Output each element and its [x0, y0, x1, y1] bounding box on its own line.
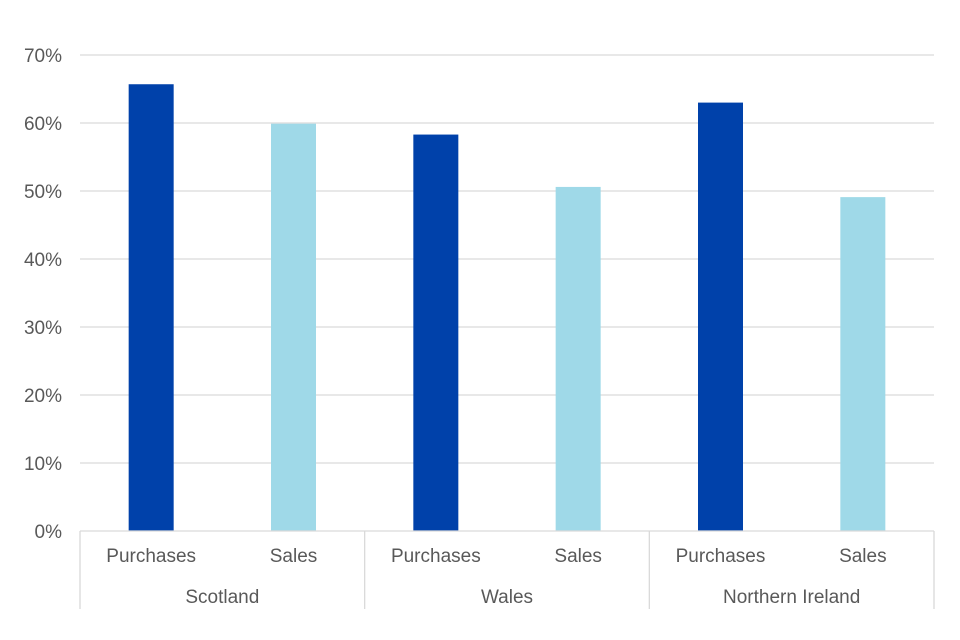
y-tick-label: 20%: [24, 386, 62, 407]
y-tick-label: 60%: [24, 114, 62, 135]
y-axis-ticks: 0% 10% 20% 30% 40% 50% 60% 70%: [24, 46, 62, 543]
bar-purchases: [698, 102, 743, 531]
bar-sales: [271, 123, 316, 532]
y-tick-label: 40%: [24, 250, 62, 271]
x-tick-label: Sales: [839, 546, 887, 567]
x-axis: [79, 530, 935, 609]
y-tick-label: 50%: [24, 182, 62, 203]
x-tick-label: Sales: [270, 546, 318, 567]
group-label: Wales: [481, 587, 533, 608]
bar-sales: [840, 197, 886, 531]
x-tick-label: Purchases: [676, 546, 766, 567]
group-label: Northern Ireland: [723, 587, 860, 608]
x-axis-labels: Purchases Sales Scotland Purchases Sales Wale…: [106, 546, 886, 608]
group-label: Scotland: [185, 587, 259, 608]
x-tick-label: Purchases: [391, 546, 481, 567]
y-tick-label: 70%: [24, 46, 62, 67]
y-tick-label: 10%: [24, 454, 62, 475]
bar-purchases: [413, 134, 459, 531]
bar-sales: [555, 186, 601, 532]
x-tick-label: Sales: [554, 546, 602, 567]
x-tick-label: Purchases: [106, 546, 196, 567]
y-tick-label: 30%: [24, 318, 62, 339]
bars: [128, 84, 886, 532]
gridlines: [80, 54, 934, 464]
bar-purchases: [128, 84, 174, 532]
y-tick-label: 0%: [35, 522, 63, 543]
